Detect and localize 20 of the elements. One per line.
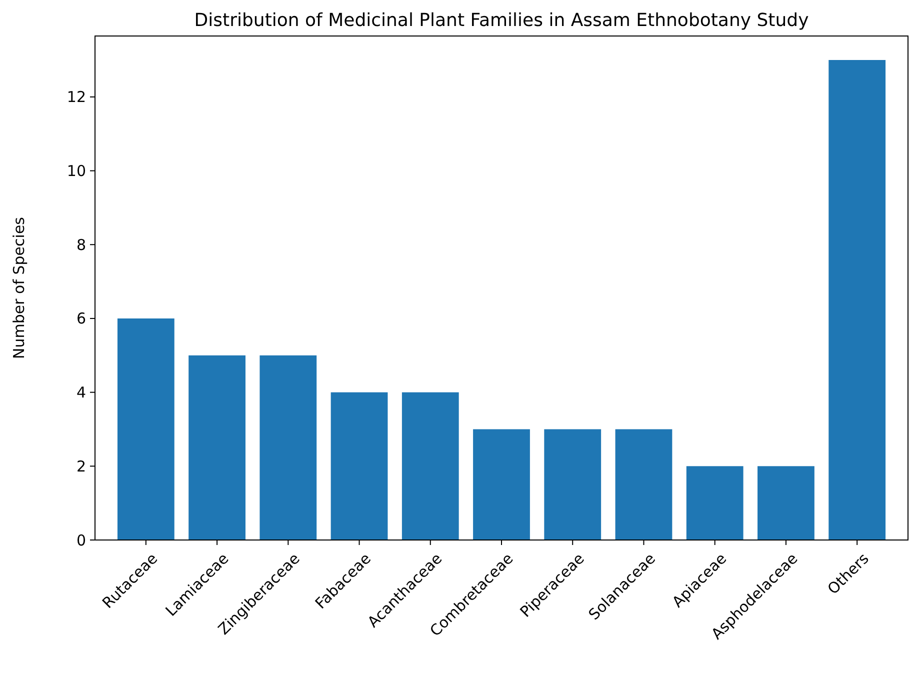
y-tick-label: 4 [76, 384, 86, 402]
bar [828, 60, 886, 540]
bar [544, 429, 602, 540]
y-tick-label: 10 [66, 162, 86, 180]
y-tick-label: 12 [66, 88, 86, 106]
bar [188, 355, 246, 540]
bar [402, 392, 459, 540]
y-tick-label: 8 [76, 236, 86, 254]
bar [260, 355, 317, 540]
bar [473, 429, 530, 540]
y-tick-label: 0 [76, 531, 86, 550]
y-tick-label: 2 [76, 457, 86, 476]
bar [758, 466, 814, 540]
y-axis-title: Number of Species [10, 216, 28, 359]
bar [330, 392, 388, 540]
chart-title: Distribution of Medicinal Plant Families in Assam Ethnobotany Study [194, 10, 810, 31]
y-tick-label: 6 [76, 310, 86, 328]
bar [615, 429, 672, 540]
bar [117, 318, 174, 540]
bar [686, 466, 744, 540]
